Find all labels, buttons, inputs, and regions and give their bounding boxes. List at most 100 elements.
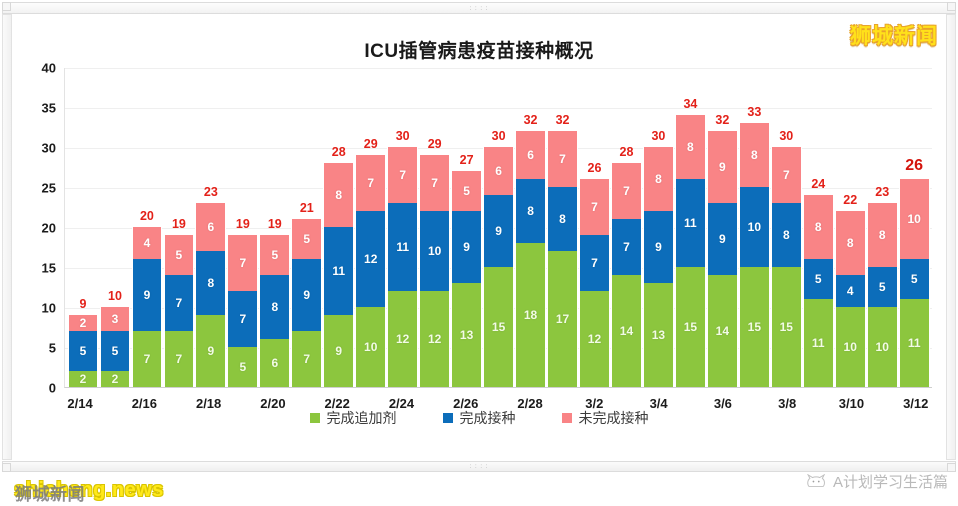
bar-segment[interactable]: 11 [675, 179, 706, 267]
bar-column[interactable]: 30 6 9 15 [483, 68, 514, 387]
bar-segment[interactable]: 9 [483, 195, 514, 267]
left-scroll-strip[interactable] [2, 14, 12, 460]
bar-column[interactable]: 29 7 10 12 [419, 68, 451, 387]
bar-segment[interactable]: 11 [323, 227, 355, 315]
bar-column[interactable]: 22 8 4 10 [834, 68, 866, 387]
bar-segment[interactable]: 8 [323, 163, 355, 227]
bar-segment[interactable]: 10 [355, 307, 387, 387]
bar-segment[interactable]: 6 [515, 131, 546, 179]
bar-segment[interactable]: 10 [866, 307, 898, 387]
bar-segment[interactable]: 11 [387, 203, 419, 291]
bar-segment[interactable]: 5 [259, 235, 291, 275]
bar-segment[interactable]: 8 [547, 187, 578, 251]
corner-handle-bottom-left[interactable] [2, 463, 11, 472]
bar-segment[interactable]: 13 [451, 283, 482, 387]
bar-segment[interactable]: 7 [227, 235, 259, 291]
bar-column[interactable]: 26 10 5 11 [898, 68, 930, 387]
bar-column[interactable]: 23 8 5 10 [866, 68, 898, 387]
bar-segment[interactable]: 14 [706, 275, 738, 387]
bar-segment[interactable]: 7 [131, 331, 163, 387]
bar-segment[interactable]: 5 [67, 331, 99, 371]
bar-segment[interactable]: 7 [611, 163, 642, 219]
bar-column[interactable]: 30 7 8 15 [770, 68, 802, 387]
bar-segment[interactable]: 7 [163, 331, 195, 387]
bar-segment[interactable]: 9 [195, 315, 227, 387]
bar-segment[interactable]: 4 [834, 275, 866, 307]
bar-column[interactable]: 29 7 12 10 [355, 68, 387, 387]
bar-segment[interactable]: 5 [451, 171, 482, 211]
bar-segment[interactable]: 6 [483, 147, 514, 195]
bar-segment[interactable]: 10 [738, 187, 770, 267]
bar-column[interactable]: 32 9 9 14 [706, 68, 738, 387]
bar-segment[interactable]: 2 [67, 315, 99, 331]
bar-segment[interactable]: 18 [515, 243, 546, 387]
bar-segment[interactable]: 8 [802, 195, 834, 259]
bar-segment[interactable]: 15 [770, 267, 802, 387]
bar-segment[interactable]: 4 [131, 227, 163, 259]
bar-segment[interactable]: 12 [579, 291, 610, 387]
bar-column[interactable]: 19 5 8 6 [259, 68, 291, 387]
bar-segment[interactable]: 8 [195, 251, 227, 315]
legend-item[interactable]: 完成接种 [442, 408, 516, 428]
bar-segment[interactable]: 15 [738, 267, 770, 387]
bar-column[interactable]: 19 7 7 5 [227, 68, 259, 387]
bar-segment[interactable]: 7 [579, 235, 610, 291]
bar-column[interactable]: 9 2 5 2 [67, 68, 99, 387]
corner-handle-top-right[interactable] [947, 2, 956, 11]
legend-item[interactable]: 未完成接种 [561, 408, 649, 428]
bar-column[interactable]: 27 5 9 13 [451, 68, 482, 387]
bar-segment[interactable]: 7 [355, 155, 387, 211]
bar-segment[interactable]: 7 [611, 219, 642, 275]
bar-column[interactable]: 30 8 9 13 [643, 68, 674, 387]
bar-segment[interactable]: 9 [131, 259, 163, 331]
bar-segment[interactable]: 12 [355, 211, 387, 307]
bar-segment[interactable]: 10 [834, 307, 866, 387]
bar-segment[interactable]: 5 [163, 235, 195, 275]
bar-segment[interactable]: 5 [227, 347, 259, 387]
bar-segment[interactable]: 7 [227, 291, 259, 347]
bar-column[interactable]: 19 5 7 7 [163, 68, 195, 387]
right-scroll-strip[interactable] [946, 14, 956, 460]
bar-segment[interactable]: 8 [259, 275, 291, 339]
bar-segment[interactable]: 10 [419, 211, 451, 291]
bar-segment[interactable]: 7 [770, 147, 802, 203]
bar-segment[interactable]: 9 [706, 131, 738, 203]
bar-segment[interactable]: 6 [195, 203, 227, 251]
bar-segment[interactable]: 13 [643, 283, 674, 387]
top-scroll-strip[interactable]: : : : : [2, 2, 956, 14]
bar-column[interactable]: 30 7 11 12 [387, 68, 419, 387]
bar-segment[interactable]: 7 [163, 275, 195, 331]
bar-segment[interactable]: 8 [675, 115, 706, 179]
bar-segment[interactable]: 15 [483, 267, 514, 387]
bar-column[interactable]: 21 5 9 7 [291, 68, 323, 387]
bar-segment[interactable]: 5 [866, 267, 898, 307]
bar-segment[interactable]: 8 [643, 147, 674, 211]
bar-column[interactable]: 24 8 5 11 [802, 68, 834, 387]
bar-segment[interactable]: 7 [547, 131, 578, 187]
bar-segment[interactable]: 7 [291, 331, 323, 387]
corner-handle-bottom-right[interactable] [947, 463, 956, 472]
bar-segment[interactable]: 9 [291, 259, 323, 331]
bar-column[interactable]: 28 8 11 9 [323, 68, 355, 387]
bar-column[interactable]: 32 7 8 17 [547, 68, 578, 387]
bar-segment[interactable]: 8 [834, 211, 866, 275]
bar-column[interactable]: 34 8 11 15 [675, 68, 706, 387]
bar-column[interactable]: 26 7 7 12 [579, 68, 610, 387]
bar-column[interactable]: 32 6 8 18 [515, 68, 546, 387]
bar-segment[interactable]: 12 [419, 291, 451, 387]
bar-segment[interactable]: 8 [738, 123, 770, 187]
bar-segment[interactable]: 2 [99, 371, 131, 387]
bar-segment[interactable]: 7 [419, 155, 451, 211]
bar-segment[interactable]: 9 [643, 211, 674, 283]
bar-segment[interactable]: 12 [387, 291, 419, 387]
bar-segment[interactable]: 7 [387, 147, 419, 203]
bar-segment[interactable]: 17 [547, 251, 578, 387]
bar-segment[interactable]: 5 [291, 219, 323, 259]
bar-segment[interactable]: 14 [611, 275, 642, 387]
bar-segment[interactable]: 9 [451, 211, 482, 283]
bar-segment[interactable]: 3 [99, 307, 131, 331]
bar-column[interactable]: 33 8 10 15 [738, 68, 770, 387]
corner-handle-top-left[interactable] [2, 2, 11, 11]
bar-segment[interactable]: 8 [866, 203, 898, 267]
bar-segment[interactable]: 11 [898, 299, 930, 387]
